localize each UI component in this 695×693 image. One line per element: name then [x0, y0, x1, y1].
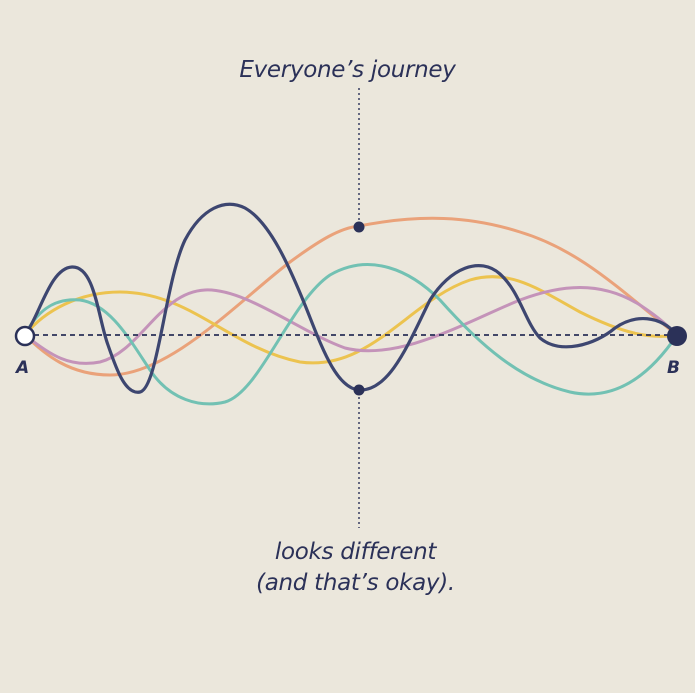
start-label: A	[16, 358, 30, 378]
journey-path-yellow	[23, 275, 679, 365]
end-label: B	[667, 358, 680, 378]
start-point-a	[14, 325, 36, 347]
caption-bottom-line1: looks different	[274, 539, 437, 565]
journey-path-navy	[23, 202, 679, 394]
caption-top: Everyone’s journey	[239, 57, 456, 83]
bottom-marker-dot	[353, 384, 365, 396]
journey-path-orange	[23, 216, 679, 377]
journey-path-purple	[23, 286, 679, 365]
top-marker-dot	[353, 221, 365, 233]
journey-path-teal	[23, 263, 679, 406]
end-point-b	[667, 326, 687, 346]
caption-bottom-line2: (and that’s okay).	[256, 570, 455, 596]
